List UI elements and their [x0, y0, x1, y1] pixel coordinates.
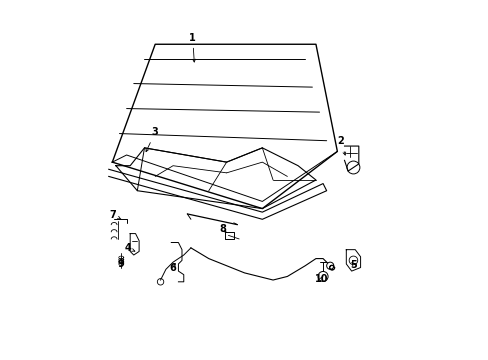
Text: 9: 9 [118, 259, 124, 269]
Text: 3: 3 [146, 127, 158, 152]
Text: 6: 6 [169, 263, 176, 273]
Text: 7: 7 [109, 210, 121, 220]
Text: 4: 4 [125, 243, 135, 253]
Text: 2: 2 [337, 136, 345, 155]
Text: 8: 8 [219, 224, 226, 234]
Text: 1: 1 [189, 33, 196, 62]
Text: 10: 10 [314, 274, 327, 284]
Text: 5: 5 [349, 260, 356, 270]
